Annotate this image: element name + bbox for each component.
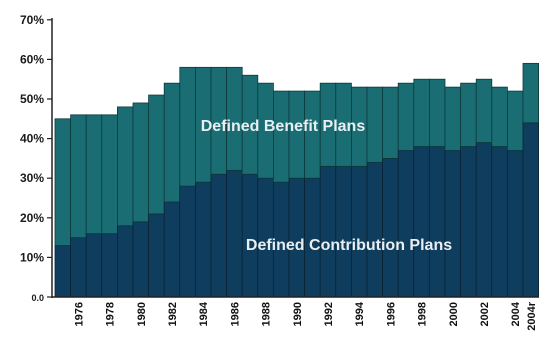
bar-db-1975 (54, 118, 72, 246)
y-tick-label: 60% (20, 52, 44, 66)
bar-dc-2003 (491, 146, 508, 298)
x-tick-label: 1992 (323, 302, 335, 326)
bars-layer (54, 62, 539, 298)
bar-db-1989 (272, 90, 290, 183)
defined-benefit-label: Defined Benefit Plans (201, 118, 366, 135)
bar-dc-1979 (117, 225, 134, 298)
bar-db-2004r (522, 62, 539, 124)
bar-db-1979 (117, 106, 134, 227)
bar-db-1982 (163, 82, 181, 203)
x-tick-label: 2002 (479, 302, 491, 326)
y-tick-label: 0.0 (31, 293, 44, 303)
bar-dc-1984 (194, 181, 212, 298)
bar-db-1999 (428, 78, 446, 147)
bar-db-1981 (148, 94, 165, 215)
x-tick-label: 2004r (526, 301, 538, 330)
bar-db-2004 (506, 90, 524, 151)
bar-dc-1980 (132, 221, 150, 298)
bar-db-1977 (85, 114, 103, 235)
bar-dc-1996 (382, 157, 399, 298)
bar-db-1997 (397, 82, 415, 151)
x-tick-label: 1982 (167, 302, 179, 326)
bar-dc-1983 (179, 185, 196, 298)
bar-dc-1987 (241, 173, 259, 298)
x-tick-label: 1994 (354, 301, 366, 326)
bar-dc-2000 (444, 150, 462, 298)
y-tick-label: 40% (20, 132, 44, 146)
bar-dc-1995 (366, 161, 384, 298)
bar-dc-1993 (335, 165, 352, 298)
x-tick-label: 1996 (385, 302, 397, 326)
bar-dc-1992 (319, 165, 337, 298)
bar-dc-1981 (148, 213, 165, 298)
x-tick-label: 1984 (198, 301, 210, 326)
bar-dc-1994 (350, 165, 368, 298)
bar-db-1976 (70, 114, 87, 238)
bar-dc-2004 (506, 150, 524, 298)
bar-dc-1975 (54, 245, 72, 298)
bar-dc-2004r (522, 122, 539, 298)
bar-dc-1986 (226, 169, 243, 298)
x-tick-label: 1976 (73, 302, 85, 326)
bar-dc-1977 (85, 233, 103, 298)
bar-dc-1982 (163, 201, 181, 298)
bar-db-1996 (382, 86, 399, 159)
x-tick-label: 1990 (292, 302, 304, 326)
x-tick-label: 1986 (229, 302, 241, 326)
x-tick-label: 1998 (417, 302, 429, 326)
bar-dc-1985 (210, 173, 228, 298)
bar-dc-1998 (413, 146, 430, 298)
bar-dc-1976 (70, 237, 87, 298)
y-tick-label: 10% (20, 250, 44, 264)
bar-db-1978 (101, 114, 118, 235)
y-tick-label: 20% (20, 211, 44, 225)
x-tick-label: 1978 (105, 302, 117, 326)
bar-db-2000 (444, 86, 462, 151)
bar-db-1995 (366, 86, 384, 163)
x-tick-label: 2000 (448, 302, 460, 326)
bar-db-1980 (132, 102, 150, 223)
x-axis-ticks: 1976 1978 1980 1982 1984 1986 1988 1990 1992 1994… (73, 301, 538, 331)
bar-db-2001 (460, 82, 477, 147)
bar-db-2002 (475, 78, 493, 143)
x-tick-label: 2004 (510, 301, 522, 326)
x-tick-label: 1988 (261, 302, 273, 326)
defined-contribution-label: Defined Contribution Plans (246, 237, 452, 254)
y-tick-label: 30% (20, 171, 44, 185)
bar-dc-1999 (428, 146, 446, 298)
y-tick-label: 70% (20, 13, 44, 27)
bar-dc-2002 (475, 142, 493, 298)
bar-db-1998 (413, 78, 430, 147)
bar-db-1983 (179, 66, 196, 187)
bar-db-2003 (491, 86, 508, 147)
x-tick-label: 1980 (136, 302, 148, 326)
bar-dc-2001 (460, 146, 477, 298)
bar-dc-1978 (101, 233, 118, 298)
bar-dc-1997 (397, 150, 415, 298)
y-axis-ticks: 0.0 10% 20% 30% 40% 50% 60% 70% (20, 13, 52, 303)
y-tick-label: 50% (20, 92, 44, 106)
